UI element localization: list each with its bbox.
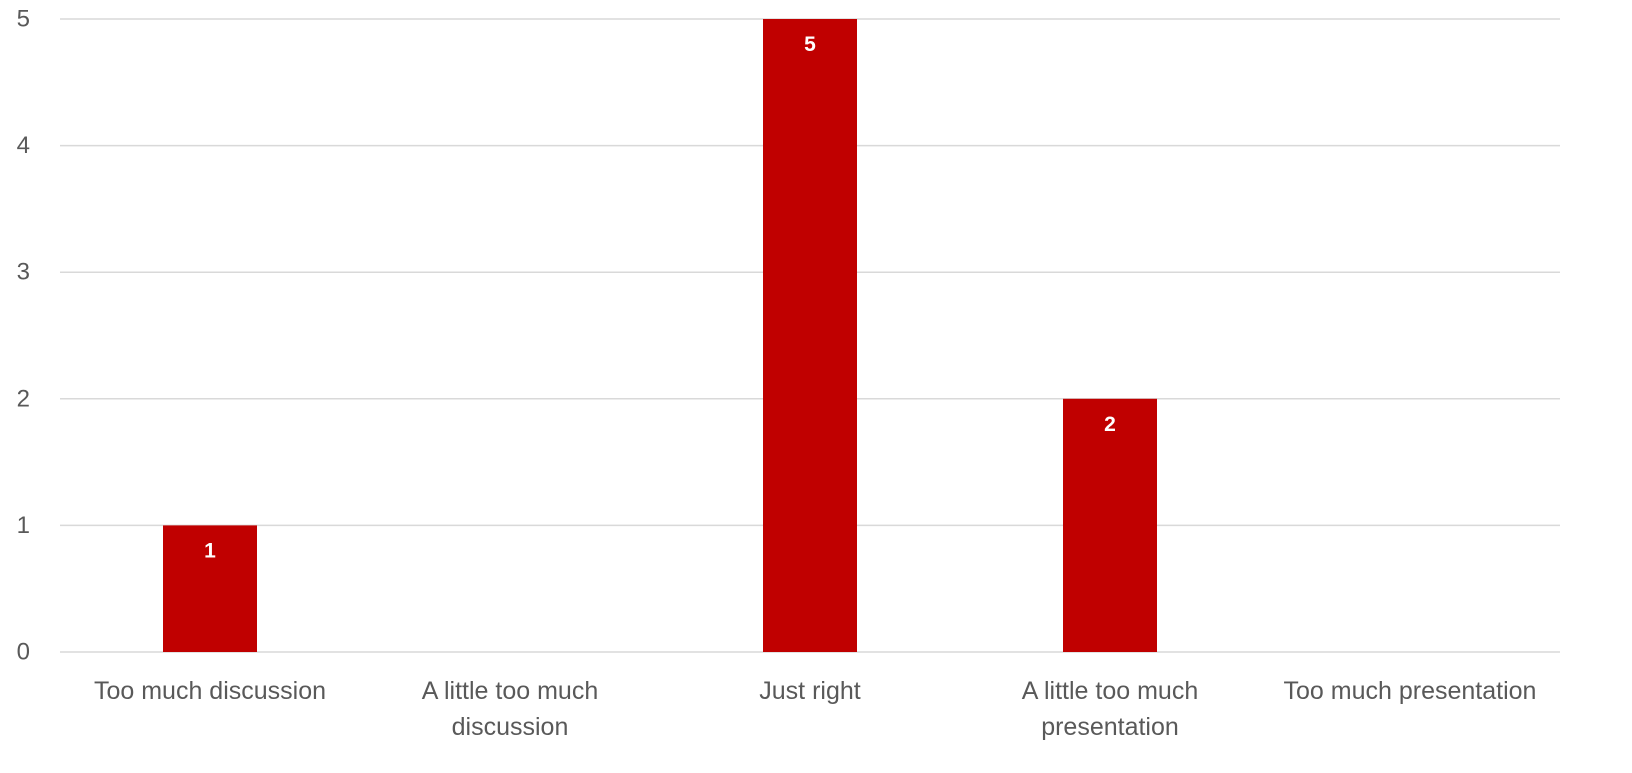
x-tick-label: presentation <box>1041 713 1179 741</box>
bar <box>163 525 257 652</box>
x-tick-label: discussion <box>452 713 569 741</box>
y-tick-label: 4 <box>17 132 30 159</box>
x-tick-label: Too much presentation <box>1284 677 1537 705</box>
y-axis-ticks: 0 1 2 3 4 5 <box>17 6 30 666</box>
x-tick-label: A little too much <box>1022 677 1198 705</box>
data-labels: 1 5 2 <box>204 33 1116 562</box>
y-tick-label: 2 <box>17 385 30 412</box>
bar <box>1063 398 1157 652</box>
y-tick-label: 1 <box>17 512 30 539</box>
data-label: 5 <box>804 33 816 56</box>
x-tick-label: Too much discussion <box>94 677 326 705</box>
y-tick-label: 0 <box>17 639 30 666</box>
y-tick-label: 5 <box>17 6 30 33</box>
bar <box>763 19 857 652</box>
y-tick-label: 3 <box>17 259 30 286</box>
x-tick-label: Just right <box>759 677 860 705</box>
x-axis-ticks: Too much discussion A little too much disc… <box>94 677 1537 741</box>
bars <box>163 19 1157 652</box>
data-label: 2 <box>1104 413 1116 436</box>
x-tick-label: A little too much <box>422 677 598 705</box>
data-label: 1 <box>204 539 216 562</box>
